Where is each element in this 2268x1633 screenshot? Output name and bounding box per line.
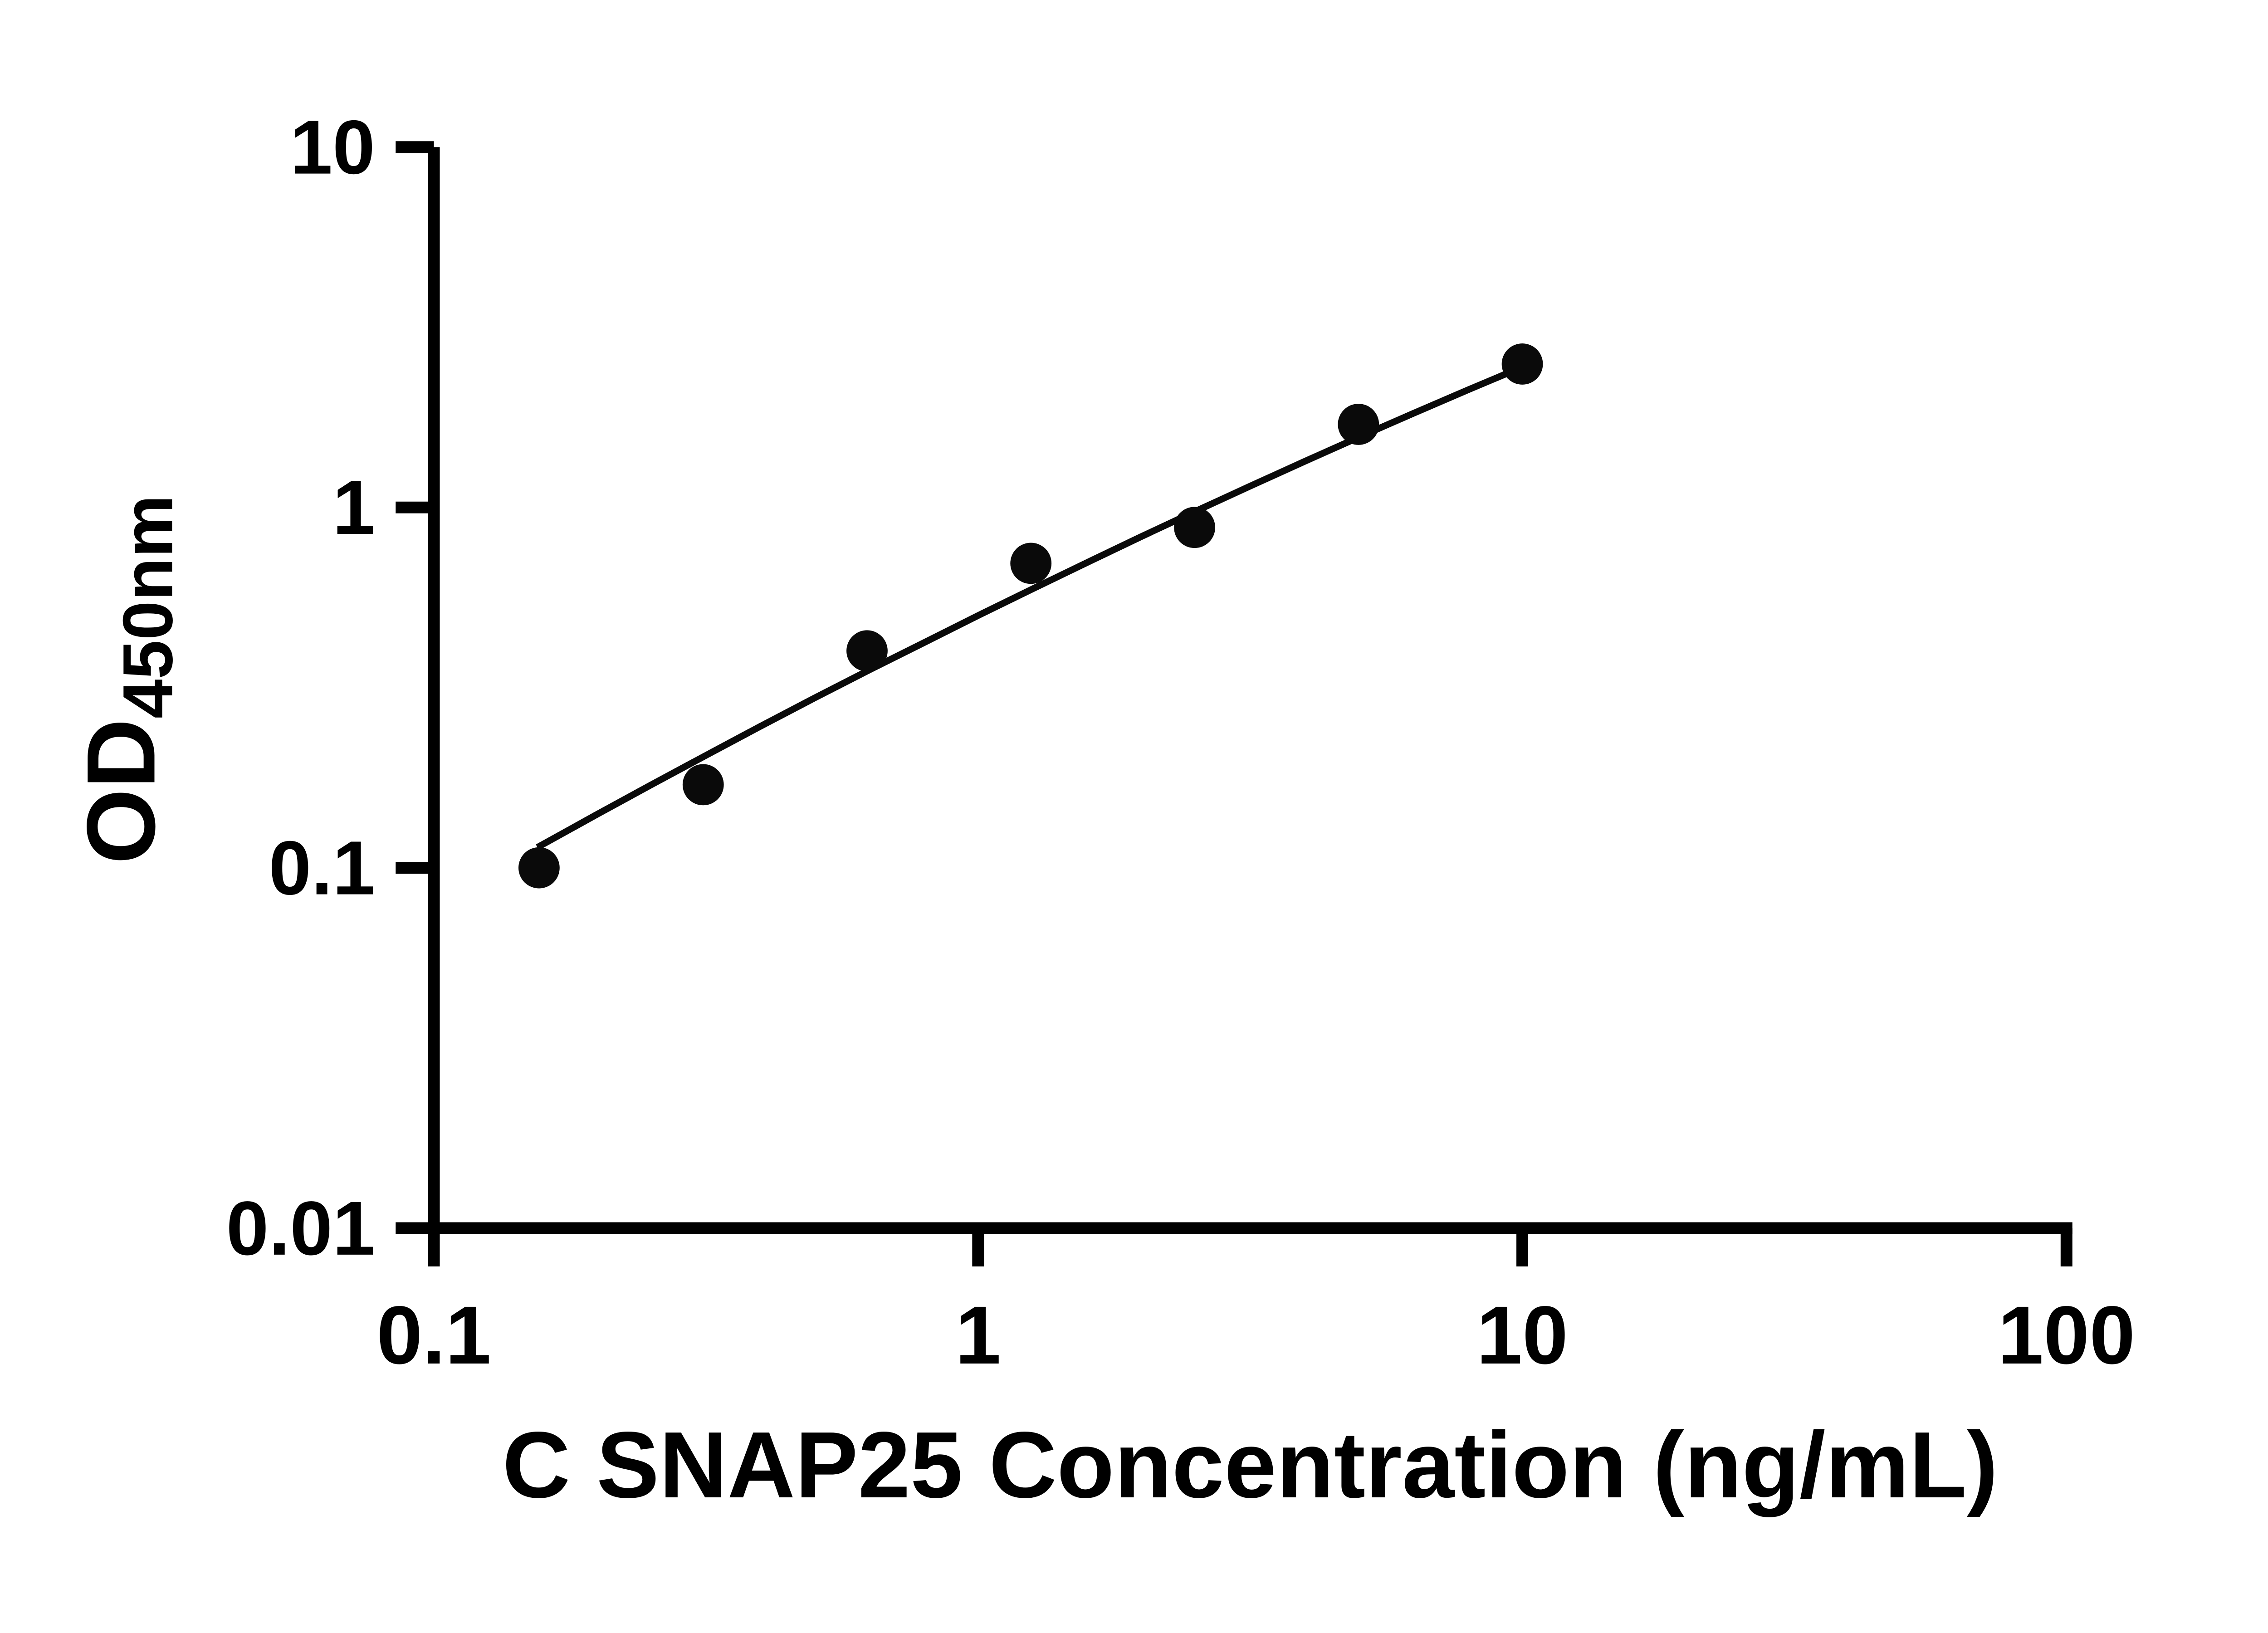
axes-layer — [428, 147, 2072, 1234]
y-tick-label: 0.1 — [269, 825, 375, 910]
data-point — [846, 630, 888, 672]
data-point — [1501, 343, 1543, 385]
x-tick-label: 0.1 — [376, 1290, 491, 1381]
x-axis-title: C SNAP25 Concentration (ng/mL) — [502, 1412, 1998, 1517]
data-point — [1010, 543, 1052, 584]
x-tick-label: 10 — [1476, 1290, 1568, 1381]
y-tick-label: 10 — [290, 104, 375, 190]
data-point — [682, 764, 724, 806]
y-axis-title-sub: 450nm — [108, 495, 187, 719]
x-tick-label: 1 — [955, 1290, 1001, 1381]
y-tick-label: 1 — [332, 464, 375, 550]
data-point — [1174, 507, 1215, 548]
y-axis-title-main: OD — [67, 719, 175, 864]
y-tick-label: 0.01 — [226, 1185, 375, 1271]
data-point — [518, 847, 560, 889]
y-axis-title: OD450nm — [67, 495, 187, 864]
elisa-standard-curve-figure: 0.1 1 10 100 0.01 0.1 1 10 C SNAP25 Concentrati… — [67, 104, 2136, 1517]
data-point — [1338, 404, 1379, 445]
x-tick-label: 100 — [1998, 1290, 2135, 1381]
data-points-layer — [518, 343, 1543, 889]
ticks-layer — [396, 141, 2072, 1266]
